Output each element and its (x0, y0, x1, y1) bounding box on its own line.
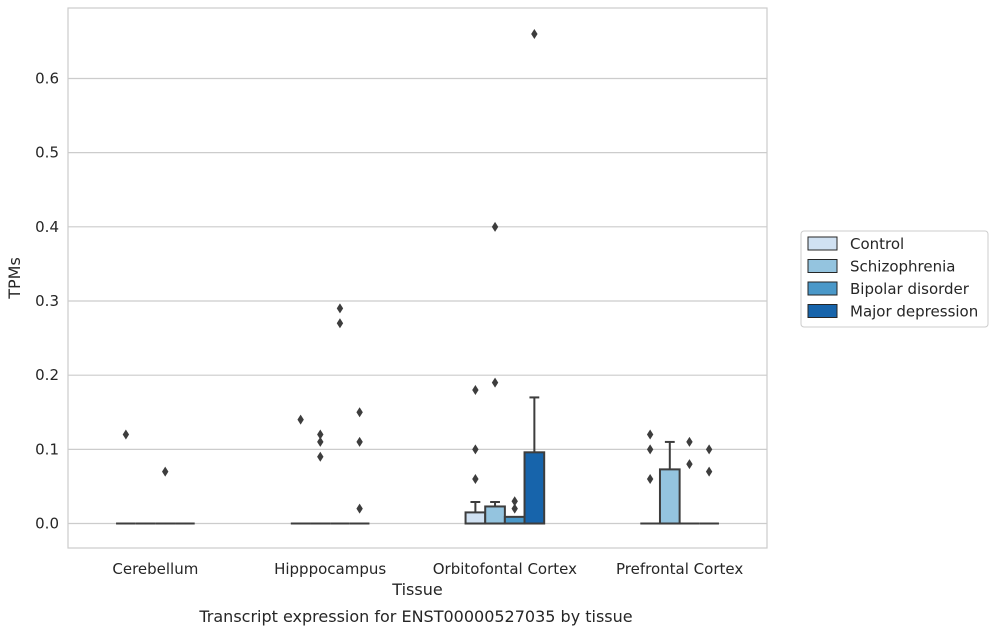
legend-swatch (807, 281, 838, 296)
outlier-point (646, 429, 654, 440)
outlier-point (356, 436, 363, 447)
x-tick-label: Hipppocampus (274, 560, 386, 578)
outlier-point (356, 503, 363, 514)
outlier-point (336, 303, 344, 314)
plot-frame (67, 7, 768, 549)
y-tick-label: 0.4 (35, 218, 59, 236)
outlier-point (705, 466, 713, 477)
outlier-point (472, 385, 479, 396)
y-tick-label: 0.5 (35, 144, 59, 162)
outlier-point (511, 496, 518, 507)
outlier-point (491, 221, 499, 232)
outlier-point (686, 436, 693, 447)
outlier-point (472, 444, 479, 455)
outlier-point (162, 466, 169, 477)
legend-item: Major depression (807, 303, 978, 321)
legend-swatch (807, 259, 838, 273)
y-tick-label: 0.6 (35, 69, 59, 87)
legend-label: Major depression (850, 303, 978, 321)
box-control (116, 429, 136, 525)
legend-item: Bipolar disorder (807, 280, 970, 298)
outlier-point (297, 414, 304, 425)
outlier-point (317, 429, 324, 440)
box-iqr (484, 505, 506, 525)
legend-label: Schizophrenia (850, 258, 955, 276)
y-tick-label: 0.0 (35, 515, 59, 533)
y-tick-label: 0.2 (35, 366, 59, 384)
outlier-point (705, 444, 713, 455)
x-tick-labels: Cerebellum Hipppocampus Orbitofontal Corte… (112, 560, 743, 578)
legend: Control Schizophrenia Bipolar disorder Majo… (800, 230, 989, 328)
box-iqr (658, 468, 681, 525)
box-major-depression (699, 444, 719, 525)
chart-title: Transcript expression for ENST0000052703… (198, 607, 632, 626)
outlier-point (317, 436, 324, 447)
legend-frame (800, 230, 989, 328)
x-axis-label: Tissue (391, 580, 442, 599)
outlier-point (317, 451, 324, 462)
outlier-point (491, 377, 499, 388)
y-tick-label: 0.3 (35, 292, 59, 310)
box-iqr (464, 511, 487, 525)
outlier-point (472, 474, 479, 485)
outlier-point (336, 318, 344, 329)
legend-swatch (807, 236, 838, 251)
x-tick-label: Orbitofontal Cortex (433, 560, 577, 578)
box-bipolar-disorder (330, 303, 350, 525)
box-major-depression (349, 407, 370, 525)
box-iqr (523, 451, 546, 525)
grid-layer (68, 77, 767, 525)
box-control (640, 429, 660, 525)
box-iqr (503, 515, 526, 525)
y-axis-label: TPMs (5, 257, 24, 300)
box-schizophrenia (484, 221, 506, 525)
legend-label: Bipolar disorder (850, 280, 970, 298)
outlier-point (511, 503, 518, 514)
box-major-depression (523, 28, 546, 525)
y-tick-label: 0.1 (35, 440, 59, 458)
outlier-point (646, 444, 654, 455)
outlier-point (356, 407, 363, 418)
outlier-point (531, 28, 538, 39)
outlier-point (686, 459, 693, 470)
outlier-point (646, 474, 654, 485)
box-control (290, 414, 311, 525)
box-control (464, 385, 487, 525)
box-layer (116, 28, 719, 525)
outlier-point (122, 429, 130, 440)
box-schizophrenia (310, 429, 331, 525)
legend-swatch (807, 304, 838, 318)
y-tick-labels: 0.0 0.1 0.2 0.3 0.4 0.5 0.6 (35, 69, 59, 532)
box-bipolar-disorder (679, 436, 700, 525)
box-bipolar-disorder (503, 496, 526, 525)
legend-item: Control (807, 235, 904, 253)
box-schizophrenia (658, 440, 681, 525)
legend-label: Control (850, 235, 904, 253)
box-bipolar-disorder (155, 466, 176, 525)
x-tick-label: Prefrontal Cortex (616, 560, 743, 578)
legend-item: Schizophrenia (807, 258, 955, 276)
x-tick-label: Cerebellum (112, 560, 198, 578)
